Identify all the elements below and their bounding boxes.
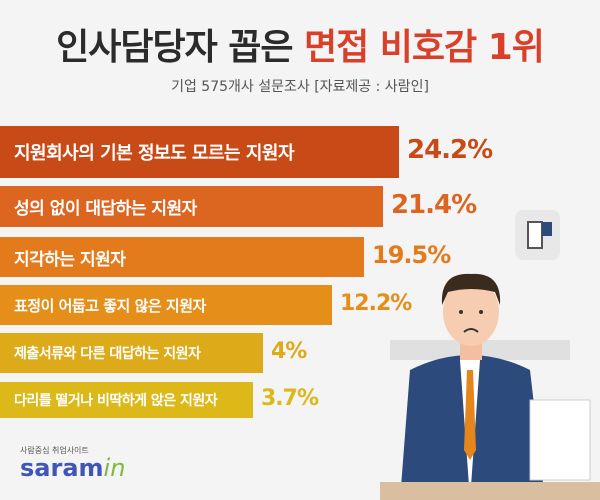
- saramin-logo: 사람중심 취업사이트 saramin: [20, 445, 125, 480]
- bar-label: 성의 없이 대답하는 지원자: [14, 199, 197, 219]
- bar-5: 제출서류와 다른 대답하는 지원자: [0, 333, 263, 373]
- value-label: 19.5%: [372, 241, 451, 270]
- bar-6: 다리를 떨거나 비딱하게 앉은 지원자: [0, 382, 253, 418]
- bar-4: 표정이 어둡고 좋지 않은 지원자: [0, 285, 332, 325]
- title-main: 인사담당자 꼽은: [56, 27, 293, 68]
- page-title: 인사담당자 꼽은 면접 비호감 1위: [0, 18, 600, 70]
- value-label: 21.4%: [391, 189, 477, 220]
- value-label: 3.7%: [261, 385, 319, 411]
- subtitle: 기업 575개사 설문조사 [자료제공 : 사람인]: [171, 79, 429, 95]
- bar-label: 제출서류와 다른 대답하는 지원자: [14, 346, 201, 362]
- logo-tagline: 사람중심 취업사이트: [20, 446, 89, 455]
- bar-3: 지각하는 지원자: [0, 237, 364, 277]
- value-label: 4%: [271, 338, 307, 364]
- bar-2: 성의 없이 대답하는 지원자: [0, 186, 383, 227]
- interviewer-illustration: [380, 210, 600, 500]
- logo-suffix: in: [103, 454, 126, 482]
- value-label: 12.2%: [340, 290, 412, 316]
- logo-name: saram: [20, 454, 104, 482]
- bar-label: 표정이 어둡고 좋지 않은 지원자: [14, 296, 206, 315]
- bar-label: 지원회사의 기본 정보도 모르는 지원자: [14, 143, 295, 164]
- thumbs-down-icon: [515, 210, 560, 260]
- title-highlight: 면접 비호감 1위: [304, 27, 545, 68]
- bar-1: 지원회사의 기본 정보도 모르는 지원자: [0, 126, 399, 178]
- value-label: 24.2%: [407, 135, 493, 166]
- bar-label: 지각하는 지원자: [14, 249, 126, 270]
- bar-label: 다리를 떨거나 비딱하게 앉은 지원자: [14, 393, 218, 409]
